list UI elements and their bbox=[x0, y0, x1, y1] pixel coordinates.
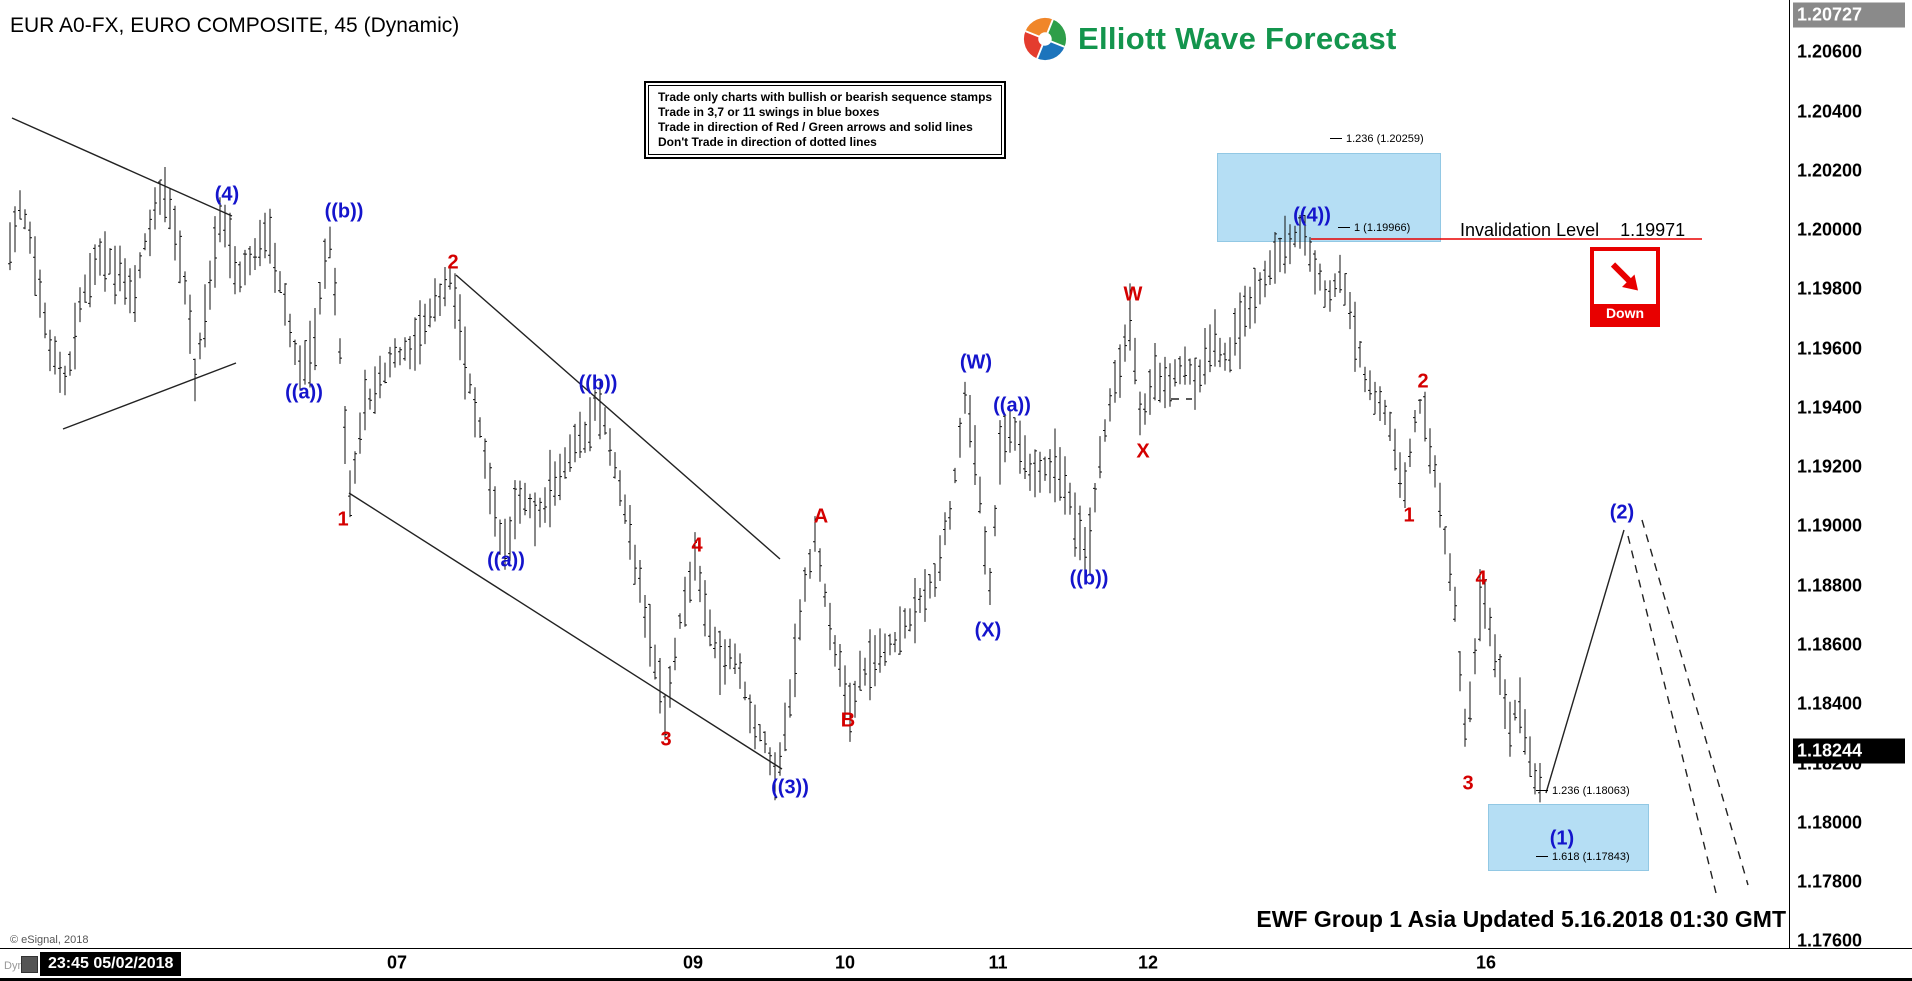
down-arrow-icon bbox=[1610, 262, 1638, 291]
time-axis-label: 10 bbox=[834, 952, 856, 973]
rule-line: Trade in 3,7 or 11 swings in blue boxes bbox=[658, 105, 880, 119]
down-signal-label: Down bbox=[1594, 304, 1656, 323]
rule-line: Don't Trade in direction of dotted lines bbox=[658, 135, 877, 149]
price-tick: 1.20000 bbox=[1797, 219, 1863, 240]
price-tick: 1.18400 bbox=[1797, 693, 1863, 714]
time-axis-label: 09 bbox=[682, 952, 704, 973]
price-tick: 1.19400 bbox=[1797, 397, 1863, 418]
price-axis-line bbox=[1789, 0, 1790, 948]
invalidation-note: Invalidation Level 1.19971 bbox=[1460, 220, 1685, 241]
brand-logo-icon bbox=[1023, 17, 1067, 61]
price-tick: 1.19800 bbox=[1797, 278, 1863, 299]
timestamp-box: 23:45 05/02/2018 bbox=[40, 952, 182, 976]
price-tick: 1.18800 bbox=[1797, 575, 1863, 596]
dotted-trend-line bbox=[1627, 535, 1717, 894]
time-axis-label: 12 bbox=[1137, 952, 1159, 973]
update-note: EWF Group 1 Asia Updated 5.16.2018 01:30… bbox=[1256, 906, 1786, 932]
price-tick: 1.20400 bbox=[1797, 101, 1863, 122]
rules-box-inner: Trade only charts with bullish or bearis… bbox=[648, 85, 1003, 155]
time-axis-label: 07 bbox=[386, 952, 408, 973]
price-tick: 1.19600 bbox=[1797, 338, 1863, 359]
price-tick: 1.18000 bbox=[1797, 812, 1863, 833]
price-bars bbox=[8, 167, 1542, 803]
price-tick: 1.18600 bbox=[1797, 634, 1863, 655]
rule-line: Trade in direction of Red / Green arrows… bbox=[658, 120, 973, 134]
mode-label: Dyn bbox=[4, 960, 24, 972]
fib-target-box bbox=[1217, 153, 1441, 242]
price-tag-last: 1.18244 bbox=[1793, 738, 1905, 763]
data-grid-icon bbox=[21, 956, 38, 973]
time-axis-line bbox=[0, 948, 1912, 949]
fib-target-box bbox=[1488, 804, 1649, 871]
invalidation-price: 1.19971 bbox=[1620, 220, 1686, 240]
esignal-copyright: © eSignal, 2018 bbox=[10, 934, 89, 946]
invalidation-label: Invalidation Level bbox=[1460, 220, 1600, 240]
rule-line: Trade only charts with bullish or bearis… bbox=[658, 90, 993, 104]
price-tick: 1.20200 bbox=[1797, 160, 1863, 181]
brand: Elliott Wave Forecast bbox=[1022, 16, 1397, 62]
window-bottom-border bbox=[0, 978, 1912, 981]
price-tick: 1.19000 bbox=[1797, 515, 1863, 536]
down-signal: Down bbox=[1590, 247, 1660, 327]
brand-name: Elliott Wave Forecast bbox=[1078, 21, 1397, 56]
rules-box: Trade only charts with bullish or bearis… bbox=[644, 81, 1007, 159]
trend-line bbox=[11, 117, 233, 217]
chart-title: EUR A0-FX, EURO COMPOSITE, 45 (Dynamic) bbox=[10, 14, 460, 37]
price-tag-high: 1.20727 bbox=[1793, 2, 1905, 28]
time-axis-label: 11 bbox=[988, 952, 1008, 973]
trend-line bbox=[1545, 529, 1625, 794]
trend-line bbox=[348, 492, 783, 770]
price-tick: 1.19200 bbox=[1797, 456, 1863, 477]
time-axis-label: 16 bbox=[1475, 952, 1497, 973]
dotted-trend-line bbox=[1641, 519, 1749, 886]
trend-line bbox=[455, 274, 781, 560]
trend-line bbox=[62, 362, 237, 430]
price-tick: 1.17600 bbox=[1797, 930, 1863, 951]
price-tick: 1.17800 bbox=[1797, 871, 1863, 892]
price-tick: 1.20600 bbox=[1797, 41, 1863, 62]
